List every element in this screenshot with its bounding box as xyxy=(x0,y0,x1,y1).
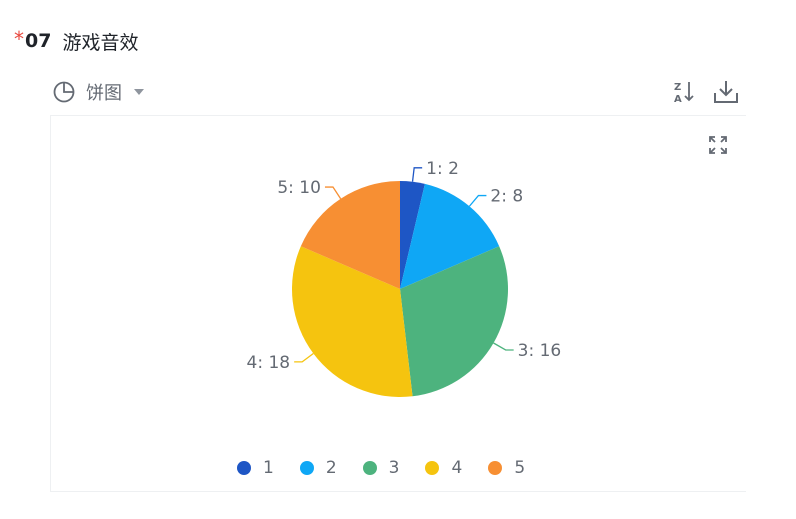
label-line-2 xyxy=(468,194,487,207)
data-label-1: 1: 2 xyxy=(426,159,459,179)
chart-type-label: 饼图 xyxy=(86,83,122,104)
label-line-5 xyxy=(324,186,342,200)
chevron-down-icon xyxy=(134,89,144,95)
legend-item-1[interactable]: 1 xyxy=(237,458,274,478)
legend-label: 2 xyxy=(325,458,337,478)
svg-text:A: A xyxy=(674,94,682,105)
expand-icon[interactable] xyxy=(707,134,729,156)
chart-card: 1: 2 2: 8 3: 16 4: 18 5: 10 1 2 3 4 5 xyxy=(50,115,746,492)
pie-slice-2[interactable] xyxy=(400,183,500,289)
svg-text:Z: Z xyxy=(674,82,681,93)
legend-label: 4 xyxy=(451,458,463,478)
chart-toolbar: 饼图 Z A xyxy=(52,78,742,106)
chart-legend: 1 2 3 4 5 xyxy=(237,456,551,480)
data-label-3: 3: 16 xyxy=(518,341,562,361)
legend-label: 5 xyxy=(514,458,526,478)
legend-marker xyxy=(362,461,377,475)
legend-item-5[interactable]: 5 xyxy=(488,458,525,478)
question-number: 07 xyxy=(25,30,52,52)
legend-item-3[interactable]: 3 xyxy=(362,458,400,478)
pie-slice-4[interactable] xyxy=(292,246,413,397)
data-label-4: 4: 18 xyxy=(247,353,291,373)
label-line-3 xyxy=(493,342,514,351)
sort-za-icon[interactable]: Z A xyxy=(670,78,698,106)
pie-chart: 1: 2 2: 8 3: 16 4: 18 5: 10 xyxy=(247,159,562,397)
download-icon[interactable] xyxy=(712,78,740,106)
legend-marker xyxy=(237,461,251,475)
pie-slice-5[interactable] xyxy=(300,181,400,289)
chart-type-selector[interactable]: 饼图 xyxy=(52,78,144,106)
label-line-1 xyxy=(411,167,423,182)
legend-marker xyxy=(299,461,314,475)
pie-slice-3[interactable] xyxy=(400,246,508,397)
legend-marker xyxy=(425,461,440,475)
pie-chart-icon xyxy=(53,81,75,103)
question-text: 游戏音效 xyxy=(62,31,139,54)
pie-slice-1[interactable] xyxy=(400,181,425,289)
required-mark: * xyxy=(14,27,24,51)
data-label-2: 2: 8 xyxy=(490,187,523,207)
legend-label: 3 xyxy=(388,458,400,478)
legend-label: 1 xyxy=(263,458,274,478)
legend-marker xyxy=(488,461,503,475)
data-label-5: 5: 10 xyxy=(277,178,321,198)
label-line-4 xyxy=(294,352,314,363)
legend-item-4[interactable]: 4 xyxy=(425,458,462,478)
question-title: * 07 游戏音效 xyxy=(14,28,138,54)
legend-item-2[interactable]: 2 xyxy=(299,458,337,478)
